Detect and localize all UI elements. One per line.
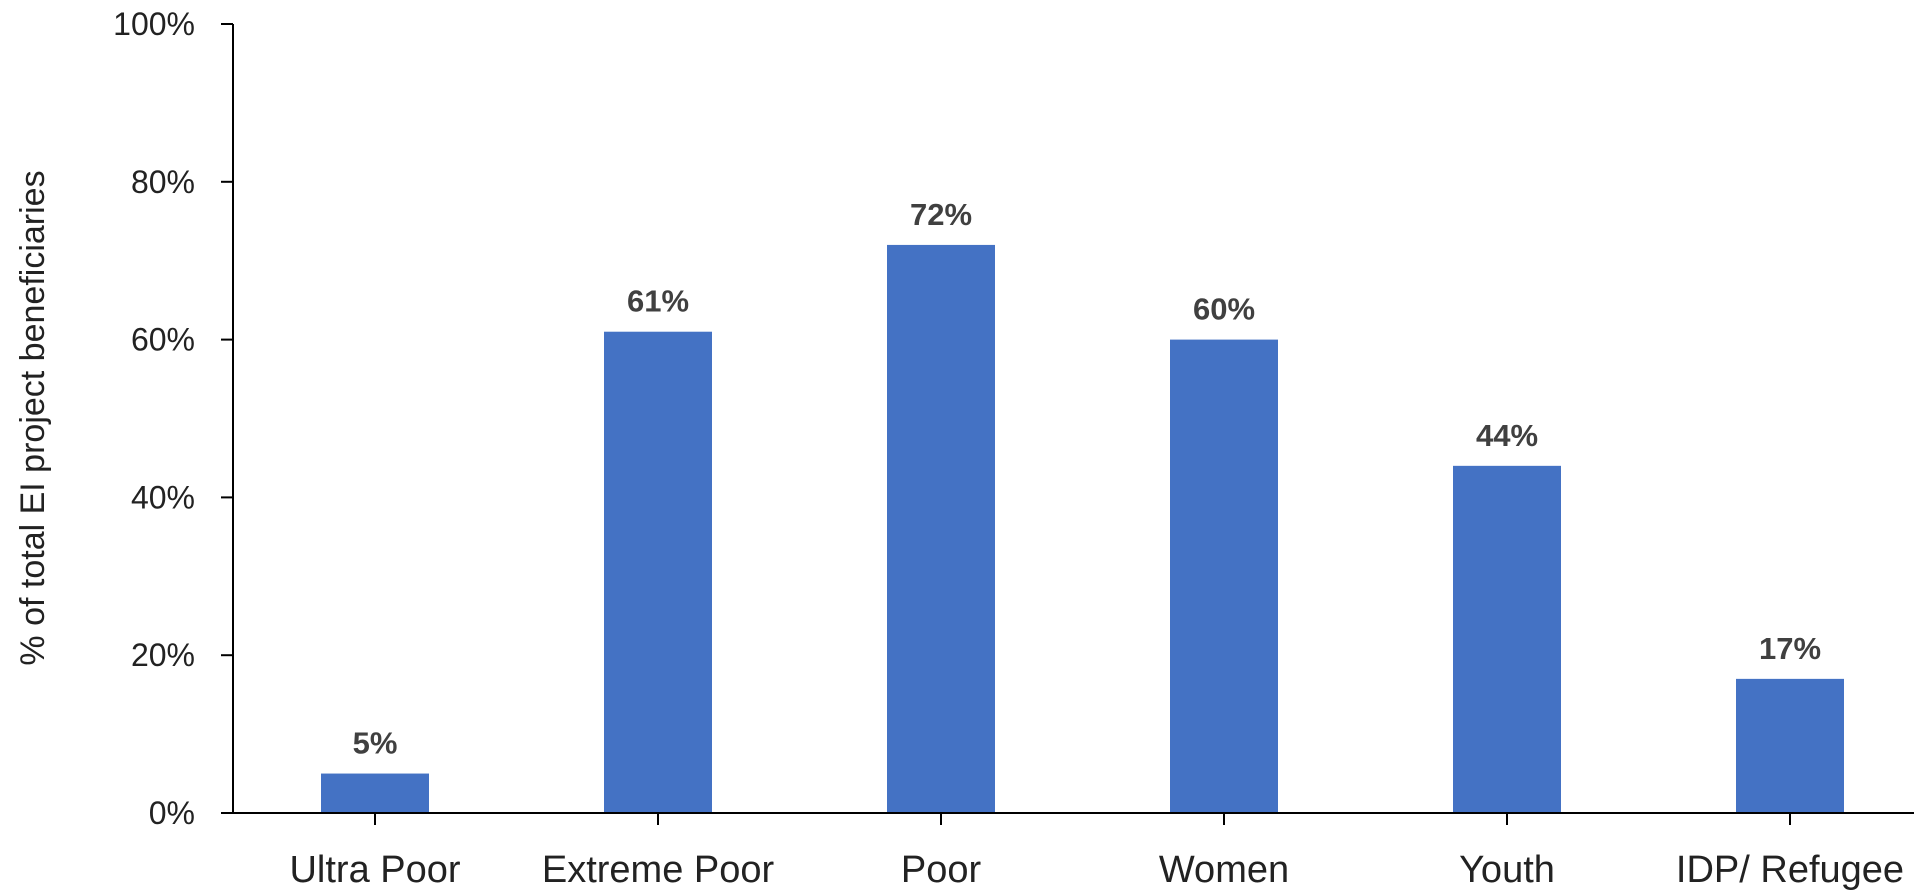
bar-value-label: 44%: [1476, 418, 1538, 453]
bar-value-label: 61%: [627, 284, 689, 319]
x-tick-label: Youth: [1459, 849, 1555, 890]
bar-value-label: 17%: [1759, 631, 1821, 666]
bar-value-label: 5%: [353, 726, 398, 761]
bars: [321, 244, 1844, 814]
bar-value-label: 72%: [910, 197, 972, 232]
y-tick-label: 100%: [113, 6, 195, 42]
bar-value-label: 60%: [1193, 292, 1255, 327]
bar: [604, 331, 712, 813]
y-axis-title: % of total EI project beneficiaries: [14, 170, 52, 665]
y-tick-label: 40%: [131, 479, 195, 515]
x-tick-label: Ultra Poor: [289, 849, 460, 890]
x-axis-ticks: Ultra Poor Extreme Poor Poor Women Youth IDP/…: [289, 813, 1904, 890]
bar: [1170, 339, 1278, 813]
bar: [887, 244, 995, 814]
bar: [321, 773, 429, 813]
y-tick-label: 80%: [131, 164, 195, 200]
data-labels: 5% 61% 72% 60% 44% 17%: [353, 197, 1821, 761]
y-axis-ticks: 0% 20% 40% 60% 80% 100%: [113, 6, 233, 831]
x-tick-label: Poor: [901, 849, 982, 890]
y-tick-label: 0%: [149, 795, 195, 831]
x-tick-label: Women: [1159, 849, 1289, 890]
bar: [1736, 678, 1844, 813]
y-tick-label: 60%: [131, 322, 195, 358]
x-tick-label: Extreme Poor: [542, 849, 775, 890]
bar: [1453, 465, 1561, 813]
y-tick-label: 20%: [131, 637, 195, 673]
x-tick-label: IDP/ Refugee: [1676, 849, 1904, 890]
